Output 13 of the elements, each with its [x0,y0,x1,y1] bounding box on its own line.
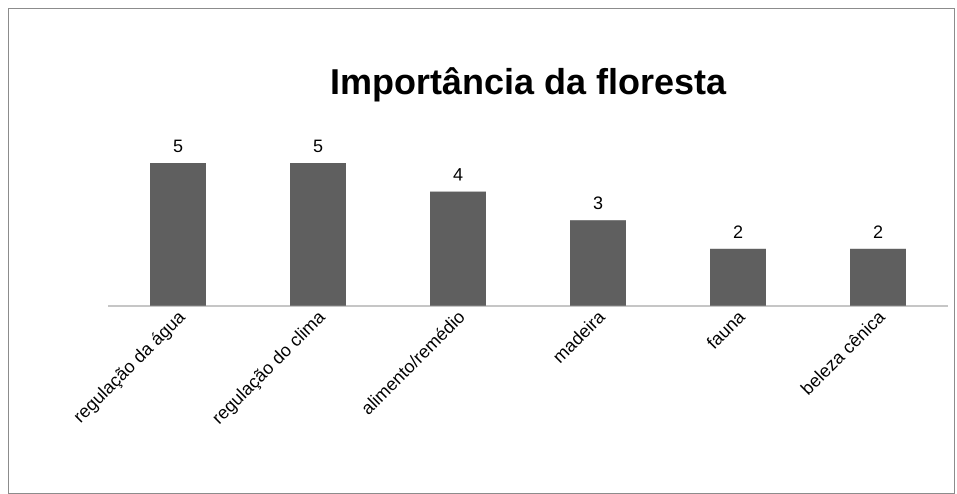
bar [150,163,206,306]
bar [430,192,486,306]
bar [850,248,906,306]
data-label: 2 [732,222,744,242]
data-label: 2 [872,222,884,242]
bar [710,248,766,306]
bar [570,220,626,306]
bar [290,163,346,306]
chart-title: Importância da floresta [330,61,728,102]
data-label: 3 [592,193,604,214]
data-label: 5 [172,136,184,156]
data-label: 5 [312,136,324,156]
data-label: 4 [452,164,464,185]
